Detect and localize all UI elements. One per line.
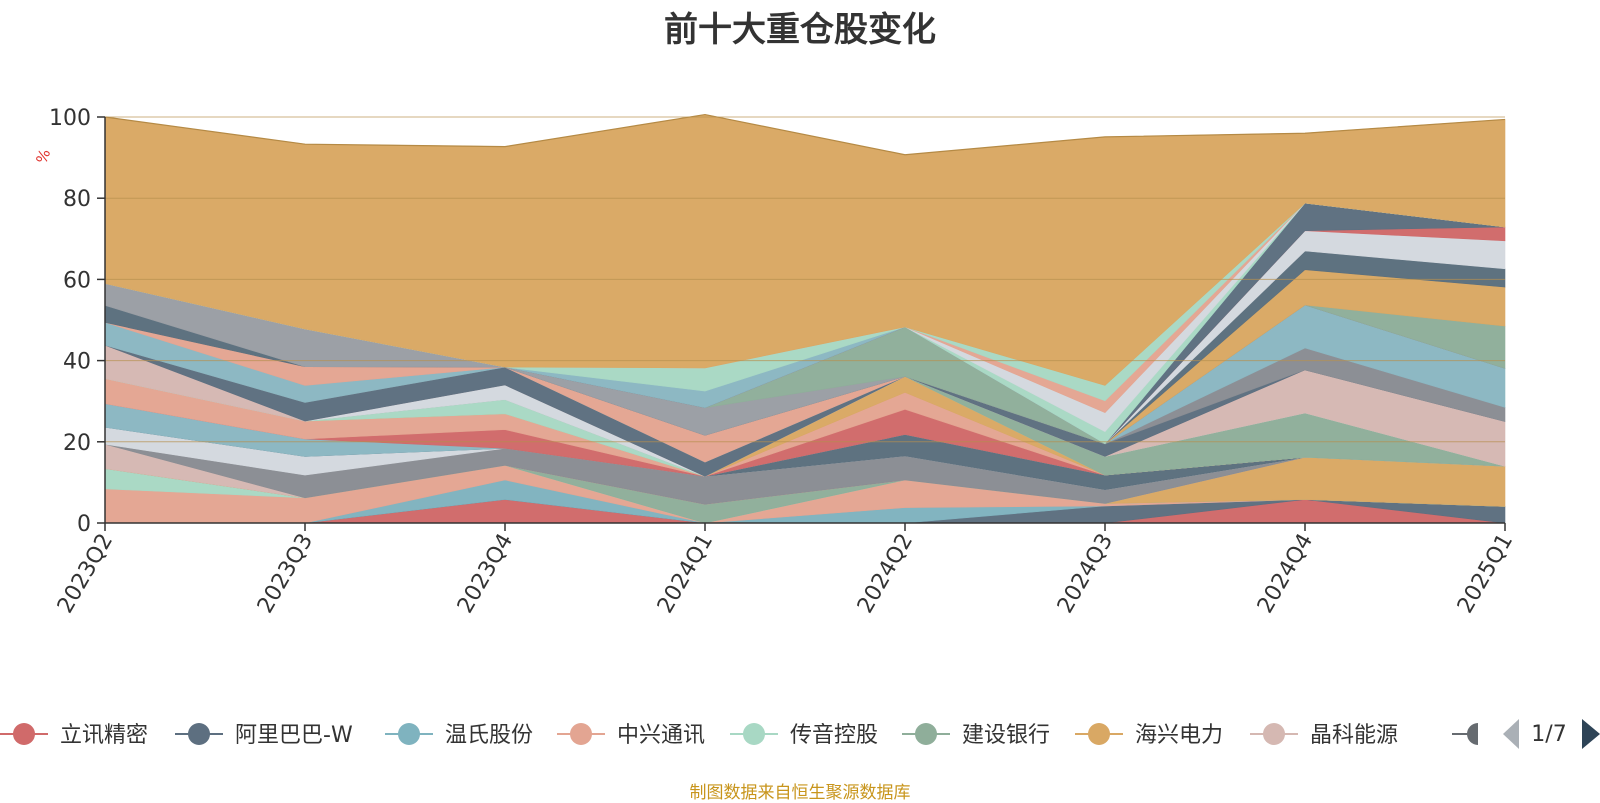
legend-prev-arrow[interactable]	[1503, 719, 1519, 749]
legend-label-6: 海兴电力	[1135, 723, 1223, 748]
legend-item-5[interactable]: 建设银行	[902, 723, 1050, 748]
legend-marker-7	[1263, 723, 1285, 745]
x-tick-label-4: 2024Q2	[853, 530, 918, 618]
legend-marker-4	[743, 723, 765, 745]
x-tick-label-3: 2024Q1	[653, 530, 718, 618]
legend-item-4[interactable]: 传音控股	[730, 723, 878, 748]
legend-label-2: 温氏股份	[445, 723, 533, 748]
x-tick-label-5: 2024Q3	[1053, 530, 1118, 618]
data-source-note: 制图数据来自恒生聚源数据库	[689, 783, 911, 803]
x-tick-label-2: 2023Q4	[453, 530, 518, 618]
x-tick-label-7: 2025Q1	[1453, 530, 1518, 618]
x-tick-label-0: 2023Q2	[53, 530, 118, 618]
grid-lines	[105, 116, 1505, 443]
plot-areas	[104, 113, 1506, 524]
y-tick-label-60: 60	[63, 268, 91, 293]
x-tick-label-6: 2024Q4	[1253, 530, 1318, 618]
chart-title: 前十大重仓股变化	[664, 10, 936, 50]
x-tick-label-1: 2023Q3	[253, 530, 318, 618]
legend-marker-2	[398, 723, 420, 745]
legend-item-6[interactable]: 海兴电力	[1075, 723, 1223, 748]
y-tick-label-80: 80	[63, 187, 91, 212]
legend-item-7[interactable]: 晶科能源	[1250, 723, 1398, 748]
legend-marker-3	[570, 723, 592, 745]
legend-marker-5	[915, 723, 937, 745]
legend-page-indicator: 1/7	[1531, 722, 1566, 747]
legend-marker-6	[1088, 723, 1110, 745]
legend-label-7: 晶科能源	[1310, 723, 1398, 748]
legend-item-1[interactable]: 阿里巴巴-W	[175, 723, 353, 748]
y-tick-label-40: 40	[63, 350, 91, 375]
stack-top-line	[104, 113, 1506, 156]
legend-label-4: 传音控股	[790, 723, 878, 748]
y-tick-label-0: 0	[77, 512, 91, 537]
legend-item-0[interactable]: 立讯精密	[0, 723, 148, 748]
legend-label-3: 中兴通讯	[617, 723, 705, 748]
legend-marker-0	[13, 723, 35, 745]
legend-label-1: 阿里巴巴-W	[235, 723, 353, 748]
legend-item-3[interactable]: 中兴通讯	[557, 723, 705, 748]
legend: 立讯精密 阿里巴巴-W 温氏股份 中兴通讯 传音控股 建设银行 海兴电力 晶科能源 1/7	[0, 719, 1600, 749]
legend-next-arrow[interactable]	[1582, 719, 1600, 749]
legend-label-0: 立讯精密	[60, 723, 148, 748]
legend-item-2[interactable]: 温氏股份	[385, 723, 533, 748]
legend-marker-1	[188, 723, 210, 745]
y-axis-label: %	[32, 147, 54, 167]
legend-item-truncated	[1452, 723, 1478, 745]
y-tick-label-20: 20	[63, 431, 91, 456]
legend-label-5: 建设银行	[962, 723, 1050, 748]
y-tick-label-100: 100	[49, 106, 91, 131]
